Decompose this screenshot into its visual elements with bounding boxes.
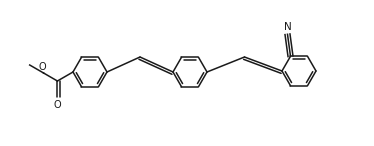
Text: N: N — [283, 22, 291, 32]
Text: O: O — [53, 100, 61, 110]
Text: O: O — [39, 62, 46, 72]
